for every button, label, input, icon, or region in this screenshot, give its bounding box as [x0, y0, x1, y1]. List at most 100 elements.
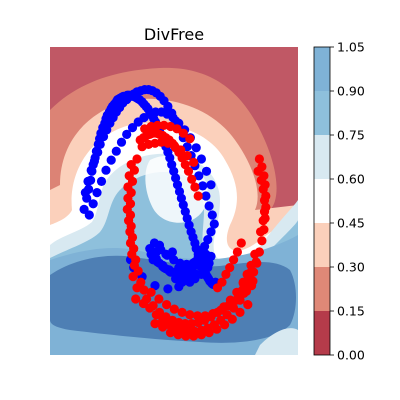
class-1-point: [250, 249, 260, 259]
class-1-point: [125, 238, 136, 248]
class-1-point: [145, 303, 155, 313]
class-1-point: [246, 260, 256, 270]
class-0-point: [193, 260, 203, 270]
class-1-point: [256, 227, 266, 237]
class-0-point: [122, 129, 132, 139]
class-1-point: [223, 301, 233, 311]
class-1-point: [126, 160, 136, 170]
colorbar-tick-label: 0.90: [337, 84, 365, 99]
class-1-point: [221, 269, 231, 279]
class-0-point: [206, 180, 216, 190]
class-1-point: [132, 283, 142, 293]
class-0-point: [203, 235, 213, 245]
class-1-point: [257, 236, 267, 246]
class-1-point: [123, 182, 133, 192]
class-0-point: [84, 210, 94, 220]
class-1-point: [259, 207, 270, 217]
class-0-point: [207, 210, 217, 220]
colorbar-band: [314, 267, 330, 311]
class-1-point: [182, 151, 192, 161]
class-0-point: [80, 188, 90, 198]
colorbar-tick-label: 0.30: [337, 260, 365, 275]
class-1-point: [208, 309, 218, 319]
class-1-point: [185, 134, 195, 144]
class-1-point: [169, 304, 179, 314]
class-0-point: [168, 113, 178, 123]
colorbar-band: [314, 47, 330, 91]
class-1-point: [181, 331, 191, 341]
class-0-point: [196, 154, 206, 164]
class-0-point: [200, 256, 210, 266]
class-1-point: [153, 120, 163, 130]
class-1-point: [123, 193, 133, 203]
class-1-point: [129, 260, 139, 270]
class-0-point: [185, 277, 195, 287]
class-0-point: [95, 139, 105, 149]
colorbar: 0.00 0.15 0.30 0.45 0.60 0.75 0.90 1.05: [313, 40, 365, 363]
class-1-point: [139, 285, 149, 295]
colorbar-tick-label: 0.15: [337, 304, 365, 319]
class-1-point: [125, 227, 135, 237]
class-0-point: [93, 147, 103, 157]
class-0-point: [209, 219, 219, 229]
class-1-point: [242, 269, 252, 279]
class-0-point: [174, 263, 184, 273]
class-1-point: [185, 310, 195, 320]
colorbar-band: [314, 135, 330, 179]
class-0-point: [154, 240, 165, 250]
class-1-point: [220, 320, 230, 330]
class-0-point: [101, 165, 111, 175]
class-1-point: [150, 319, 160, 329]
class-1-point: [190, 182, 200, 192]
class-0-point: [163, 284, 173, 294]
class-0-point: [174, 282, 184, 292]
class-1-point: [212, 324, 222, 334]
class-1-point: [238, 277, 248, 287]
class-1-point: [234, 289, 244, 300]
class-1-point: [178, 128, 188, 138]
class-1-point: [259, 195, 270, 205]
class-1-point: [158, 322, 168, 332]
class-0-point: [201, 166, 212, 176]
class-1-point: [253, 166, 263, 176]
class-0-point: [92, 188, 102, 198]
class-0-point: [196, 269, 206, 279]
class-1-point: [258, 184, 268, 194]
class-1-point: [192, 311, 203, 321]
class-1-point: [154, 294, 164, 304]
class-0-point: [88, 199, 98, 209]
class-1-point: [200, 311, 210, 321]
class-1-point: [189, 331, 199, 341]
class-1-point: [193, 191, 203, 201]
colorbar-tick-label: 1.05: [337, 40, 365, 55]
class-0-point: [194, 171, 204, 181]
class-1-point: [258, 216, 268, 226]
class-1-point: [165, 328, 176, 338]
class-1-point: [229, 255, 239, 265]
class-0-point: [204, 201, 214, 211]
class-0-point: [96, 176, 107, 186]
class-0-point: [158, 260, 168, 270]
class-0-point: [127, 123, 138, 133]
class-0-point: [86, 165, 96, 175]
class-1-point: [128, 272, 138, 282]
class-1-point: [127, 249, 137, 259]
class-1-point: [227, 314, 237, 324]
class-1-point: [243, 300, 253, 310]
class-1-point: [177, 307, 187, 317]
class-0-point: [111, 146, 121, 156]
colorbar-band: [314, 223, 330, 267]
class-1-point: [169, 141, 179, 151]
contour-band-bottom-right-light: [255, 328, 298, 355]
class-1-point: [217, 277, 227, 287]
class-1-point: [204, 328, 214, 338]
class-1-point: [236, 238, 246, 248]
class-1-point: [235, 307, 245, 317]
class-0-point: [201, 191, 211, 201]
colorbar-tick-label: 0.75: [337, 128, 365, 143]
class-0-point: [148, 255, 158, 265]
colorbar-tick-label: 0.00: [337, 348, 365, 363]
class-0-point: [167, 247, 177, 257]
class-0-point: [106, 155, 116, 165]
